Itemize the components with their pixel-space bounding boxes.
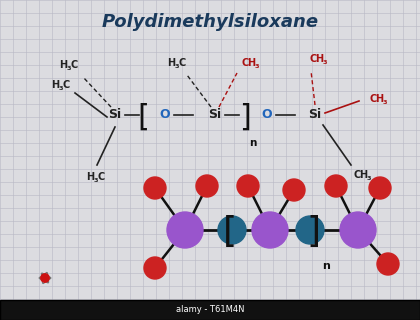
Circle shape	[237, 175, 259, 197]
Circle shape	[218, 216, 246, 244]
Text: H: H	[59, 60, 67, 70]
Text: Si: Si	[208, 108, 222, 122]
Circle shape	[144, 257, 166, 279]
Text: O: O	[262, 108, 272, 122]
Text: Polydimethylsiloxane: Polydimethylsiloxane	[102, 13, 318, 31]
Text: C: C	[97, 172, 105, 182]
Circle shape	[340, 212, 376, 248]
Circle shape	[377, 253, 399, 275]
Text: 3: 3	[366, 175, 371, 180]
Circle shape	[196, 175, 218, 197]
Circle shape	[252, 212, 288, 248]
Text: alamy - T61M4N: alamy - T61M4N	[176, 306, 244, 315]
Text: C: C	[241, 58, 249, 68]
Text: [: [	[137, 102, 149, 132]
Circle shape	[325, 175, 347, 197]
Text: C: C	[178, 58, 186, 68]
Text: ]: ]	[239, 102, 251, 132]
Circle shape	[167, 212, 203, 248]
Text: [: [	[223, 215, 237, 249]
Text: 3: 3	[254, 63, 259, 68]
Text: n: n	[322, 261, 330, 271]
Circle shape	[283, 179, 305, 201]
Circle shape	[41, 274, 49, 282]
Circle shape	[369, 177, 391, 199]
Text: 3: 3	[93, 178, 98, 182]
Text: C: C	[71, 60, 78, 70]
Text: 3: 3	[322, 60, 327, 65]
Text: 3: 3	[58, 85, 63, 91]
Text: H: H	[167, 58, 175, 68]
Text: H: H	[247, 58, 255, 68]
Text: H: H	[51, 80, 59, 90]
Text: O: O	[160, 108, 171, 122]
FancyBboxPatch shape	[0, 300, 420, 320]
Text: n: n	[249, 138, 257, 148]
Text: 3: 3	[382, 100, 387, 105]
Text: H: H	[315, 54, 323, 64]
Text: H: H	[359, 170, 367, 180]
Text: 3: 3	[66, 66, 71, 70]
Text: ]: ]	[307, 215, 321, 249]
Text: C: C	[353, 170, 361, 180]
Text: C: C	[63, 80, 70, 90]
Text: H: H	[86, 172, 94, 182]
Text: 3: 3	[174, 63, 179, 68]
Circle shape	[144, 177, 166, 199]
Text: C: C	[310, 54, 317, 64]
Circle shape	[296, 216, 324, 244]
Text: C: C	[369, 94, 377, 104]
Text: H: H	[375, 94, 383, 104]
Text: Si: Si	[308, 108, 322, 122]
Text: Si: Si	[108, 108, 121, 122]
